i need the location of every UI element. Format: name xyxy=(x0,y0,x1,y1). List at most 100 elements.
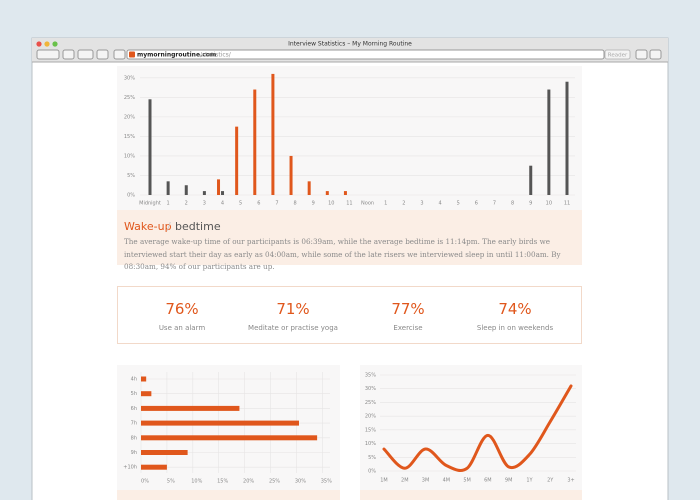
legend-wakeup: Wake-up xyxy=(124,220,172,233)
y-tick-label: 20% xyxy=(365,414,376,420)
x-tick-label: 9M xyxy=(505,478,513,484)
routine-footer xyxy=(360,490,582,500)
line xyxy=(382,384,573,472)
x-tick-label: 20% xyxy=(243,479,254,485)
bar xyxy=(289,155,293,195)
share-button[interactable] xyxy=(96,49,109,60)
description-box xyxy=(117,210,582,265)
x-tick-label: 3 xyxy=(203,201,206,207)
x-tick-label: 1 xyxy=(167,201,170,207)
y-tick-label: 30% xyxy=(124,75,135,81)
x-tick-label: 5 xyxy=(239,201,242,207)
x-tick-label: 9 xyxy=(529,201,532,207)
y-tick-label: 25% xyxy=(124,95,135,101)
x-tick-label: 4 xyxy=(221,201,224,207)
url-domain: mymorningroutine.com xyxy=(137,52,216,59)
stats-box xyxy=(117,286,582,344)
reader-label: Reader xyxy=(608,53,628,59)
window-title: Interview Statistics – My Morning Routin… xyxy=(288,41,412,48)
x-tick-label: 6 xyxy=(475,201,478,207)
x-tick-label: 4 xyxy=(438,201,441,207)
bar xyxy=(565,81,569,195)
x-tick-label: 3+ xyxy=(567,478,574,484)
x-tick-label: Midnight xyxy=(139,201,161,207)
x-tick-label: 3 xyxy=(420,201,423,207)
address-bar[interactable] xyxy=(126,49,605,60)
reader-button[interactable] xyxy=(604,49,631,60)
y-tick-label: 8h xyxy=(131,435,137,441)
x-tick-label: 0% xyxy=(141,479,149,485)
new-tab-button[interactable] xyxy=(113,49,126,60)
y-tick-label: 5h xyxy=(131,391,137,397)
x-tick-label: 10 xyxy=(546,201,552,207)
legend-bedtime: bedtime xyxy=(175,220,221,233)
y-tick-label: 4h xyxy=(131,377,137,383)
downloads-button[interactable] xyxy=(649,49,662,60)
x-tick-label: 9 xyxy=(312,201,315,207)
chart-panel xyxy=(117,66,582,210)
x-tick-label: 1M xyxy=(380,478,388,484)
x-tick-label: 3M xyxy=(422,478,430,484)
x-tick-label: 4M xyxy=(443,478,451,484)
y-tick-label: 5% xyxy=(127,173,135,179)
favicon xyxy=(129,51,135,58)
x-tick-label: 10% xyxy=(191,479,202,485)
bar xyxy=(271,73,275,195)
bar xyxy=(166,181,170,195)
x-tick-label: 2 xyxy=(185,201,188,207)
bar xyxy=(343,191,347,195)
stat-label: Meditate or practise yoga xyxy=(248,324,338,332)
sleep-panel xyxy=(117,365,340,500)
bar xyxy=(141,450,188,455)
x-tick-label: 5M xyxy=(463,478,471,484)
bar xyxy=(141,464,167,470)
bar xyxy=(184,185,188,195)
y-tick-label: 20% xyxy=(124,114,135,120)
bar xyxy=(221,191,225,195)
bar xyxy=(217,179,221,195)
y-tick-label: 35% xyxy=(365,373,376,379)
x-tick-label: 2 xyxy=(402,201,405,207)
x-tick-label: Noon xyxy=(361,201,374,207)
y-tick-label: 15% xyxy=(124,134,135,140)
icloud-button[interactable] xyxy=(77,49,94,60)
y-tick-label: 10% xyxy=(124,153,135,159)
x-tick-label: 2Y xyxy=(547,478,554,484)
zoom-button[interactable] xyxy=(52,41,58,47)
y-tick-label: 10% xyxy=(365,441,376,447)
x-tick-label: 10 xyxy=(328,201,334,207)
bar xyxy=(547,89,551,195)
x-tick-label: 2M xyxy=(401,478,409,484)
x-tick-label: 35% xyxy=(321,479,332,485)
stat-label: Sleep in on weekends xyxy=(476,324,554,332)
bar xyxy=(141,435,318,441)
y-tick-label: 30% xyxy=(365,386,376,392)
bar xyxy=(529,165,533,195)
y-tick-label: 0% xyxy=(127,193,135,199)
stat-value: 71% xyxy=(276,300,310,318)
bar xyxy=(141,405,240,411)
stat-value: 74% xyxy=(498,300,532,318)
minimize-button[interactable] xyxy=(44,41,50,47)
url-path: /statistics/ xyxy=(200,52,232,59)
x-tick-label: 5 xyxy=(457,201,460,207)
stat: 76% Use an alarm xyxy=(124,300,240,332)
y-tick-label: +10h xyxy=(123,465,137,471)
x-tick-label: 8 xyxy=(293,201,296,207)
x-tick-label: 11 xyxy=(564,201,570,207)
stat-label: Exercise xyxy=(393,324,423,332)
home-button[interactable] xyxy=(62,49,75,60)
stat-label: Use an alarm xyxy=(158,324,206,332)
sleep-footer xyxy=(117,490,340,500)
legend-separator: / xyxy=(167,220,171,233)
stat: 74% Sleep in on weekends xyxy=(457,300,573,332)
tabs-button[interactable] xyxy=(635,49,648,60)
y-tick-label: 5% xyxy=(368,455,376,461)
y-tick-label: 7h xyxy=(131,421,137,427)
close-button[interactable] xyxy=(36,41,42,47)
back-forward[interactable] xyxy=(36,49,60,60)
x-tick-label: 6M xyxy=(484,478,492,484)
y-tick-label: 15% xyxy=(365,427,376,433)
x-tick-label: 30% xyxy=(295,479,306,485)
